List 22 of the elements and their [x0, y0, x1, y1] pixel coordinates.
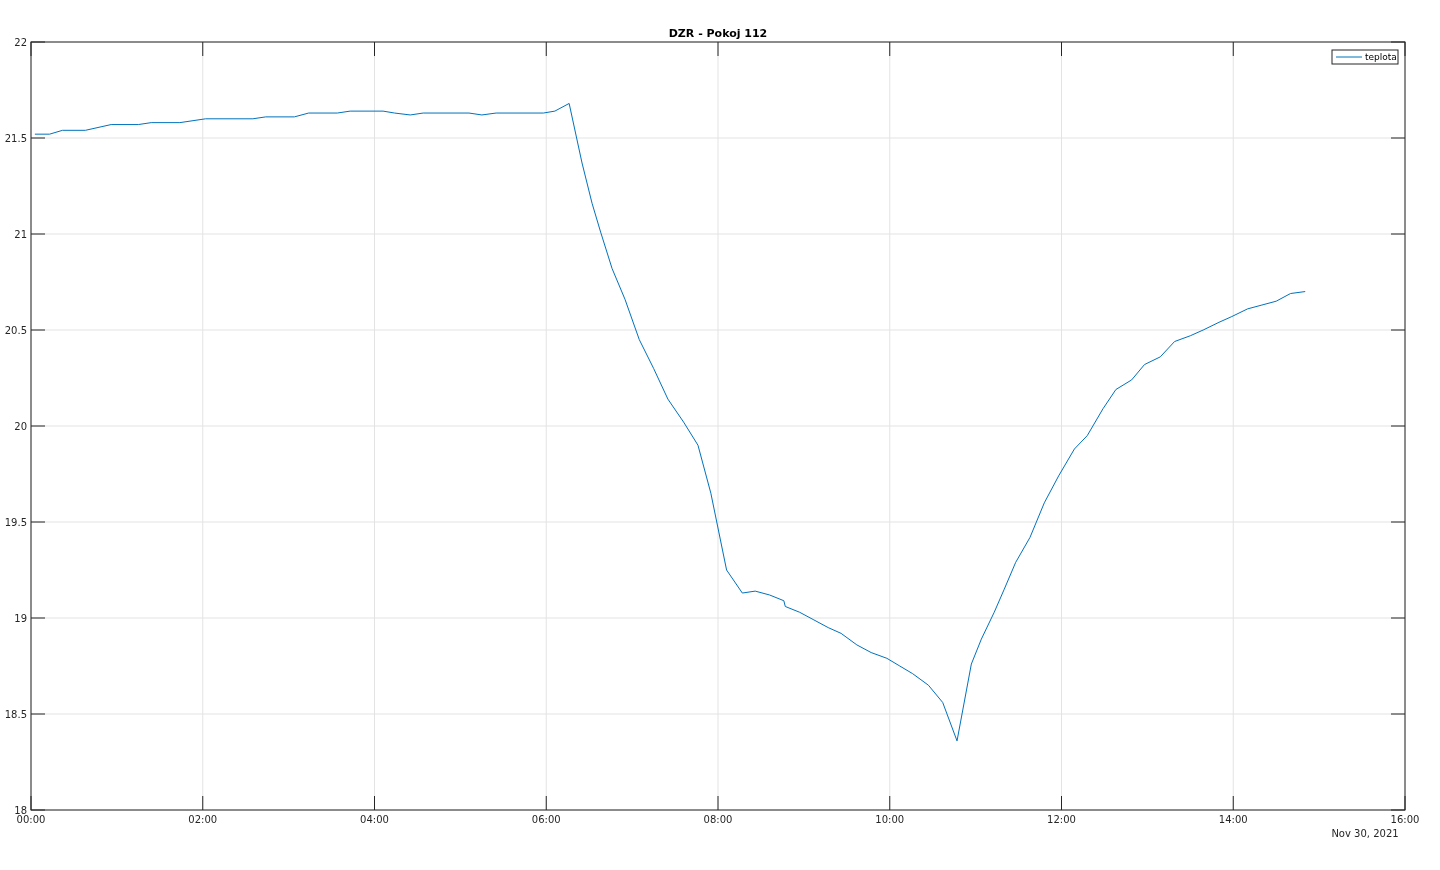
x-tick-label: 06:00 — [531, 814, 561, 825]
y-tick-label: 22 — [14, 36, 27, 48]
y-tick-label: 18.5 — [4, 708, 27, 720]
text: Nov 30, 2021 — [1331, 828, 1399, 839]
y-tick-label: 20 — [14, 420, 27, 432]
y-tick-label: 21 — [14, 228, 27, 240]
y-tick-label: 18 — [14, 804, 27, 816]
x-tick-label: 16:00 — [1390, 814, 1420, 825]
chart-title: DZR - Pokoj 112 — [668, 27, 768, 40]
x-tick-label: 12:00 — [1047, 814, 1076, 825]
legend-label: teplota — [1365, 52, 1397, 63]
y-tick-label: 21.5 — [4, 132, 27, 144]
x-tick-label: 02:00 — [188, 814, 218, 825]
y-tick-label: 20.5 — [4, 324, 27, 336]
x-tick-label: 04:00 — [360, 814, 389, 825]
x-tick-label: 00:00 — [16, 814, 46, 825]
x-tick-label: 10:00 — [875, 814, 905, 825]
x-tick-label: 08:00 — [703, 814, 733, 825]
y-tick-label: 19.5 — [4, 516, 27, 528]
line-series — [34, 102, 1306, 742]
y-tick-label: 19 — [14, 612, 27, 624]
x-tick-label: 14:00 — [1218, 814, 1248, 825]
